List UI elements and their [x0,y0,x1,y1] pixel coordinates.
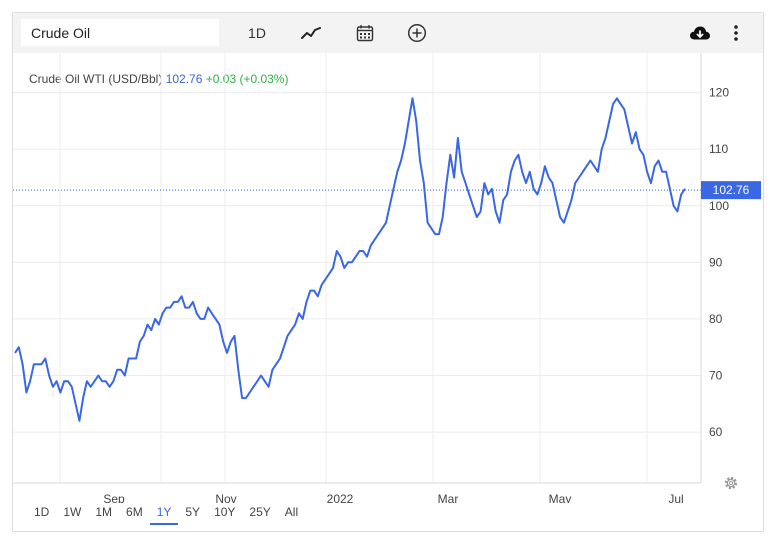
range-6m[interactable]: 6M [126,505,143,519]
plus-circle-icon [407,23,427,43]
price-line-series [14,97,686,422]
y-tick-label: 110 [709,142,728,156]
x-tick-label: May [549,492,572,503]
range-10y[interactable]: 10Y [214,505,236,519]
x-tick-label: Mar [438,492,459,503]
range-all[interactable]: All [284,505,299,519]
price-change: +0.03 (+0.03%) [205,72,289,86]
last-price-label-bg [701,181,761,200]
y-tick-label: 60 [709,425,723,439]
vertical-dots-icon [734,25,738,41]
series-name: Crude Oil WTI (USD/Bbl) [29,72,163,86]
last-price: 102.76 [165,72,203,86]
cloud-download-icon [690,26,710,40]
calendar-icon [356,25,374,42]
chart-legend: Crude Oil WTI (USD/Bbl) 102.76 +0.03 (+0… [29,72,288,86]
symbol-search-input[interactable] [21,19,219,46]
line-chart-icon [301,27,321,39]
x-tick-label: Jul [668,492,683,503]
y-tick-label: 80 [709,312,723,326]
date-range-button[interactable] [353,21,377,45]
y-tick-label: 90 [709,255,723,269]
y-tick-label: 70 [709,369,723,383]
range-1m[interactable]: 1M [95,505,113,519]
toolbar: 1D [13,13,763,53]
x-tick-label: Sep [103,492,125,503]
more-options-button[interactable] [727,21,745,45]
interval-selector[interactable]: 1D [248,25,266,41]
compare-button[interactable] [405,21,429,45]
x-tick-label: 2022 [327,492,354,503]
range-1d[interactable]: 1D [34,505,50,519]
price-chart[interactable]: 60 70 80 90 100 110 120 Sep Nov 2022 Mar May Jul 102.… [13,53,763,503]
range-1y[interactable]: 1Y [149,503,179,525]
range-5y[interactable]: 5Y [185,505,201,519]
range-25y[interactable]: 25Y [249,505,271,519]
y-tick-label: 100 [709,199,729,213]
chart-widget: 1D [12,12,764,532]
y-tick-label: 120 [709,86,729,100]
settings-gear-icon[interactable] [723,475,739,491]
last-price-label: 102.76 [713,183,750,197]
chart-type-button[interactable] [297,21,325,45]
range-1w[interactable]: 1W [63,505,82,519]
x-tick-label: Nov [215,492,236,503]
download-button[interactable] [687,21,713,45]
range-selector: 1D 1W 1M 6M 1Y 5Y 10Y 25Y All [13,503,305,531]
